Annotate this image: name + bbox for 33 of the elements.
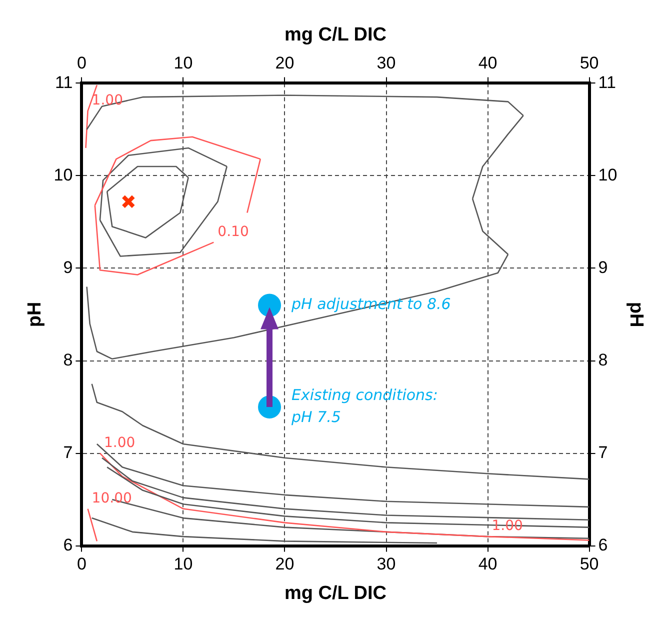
y2-tick-label: 11 [598, 72, 616, 92]
x-tick-label: 50 [580, 554, 599, 574]
x-tick-label: 10 [174, 554, 193, 574]
y2-tick-label: 7 [598, 442, 608, 462]
y-tick-label: 8 [63, 350, 73, 370]
x2-tick-label: 20 [275, 54, 294, 73]
annotation: 1.00 [104, 434, 136, 451]
annotation: 0.10 [218, 224, 249, 240]
x2-axis-title: mg C/L DIC [284, 24, 387, 46]
annotation: 1.00 [92, 92, 123, 109]
y-tick-label: 9 [63, 258, 73, 277]
x2-tick-label: 10 [174, 54, 193, 73]
annotation: Existing conditions: pH 7.5 [290, 386, 438, 426]
y2-tick-label: 8 [598, 350, 608, 370]
x-axis-title: mg C/L DIC [284, 582, 387, 604]
x2-tick-label: 40 [478, 54, 498, 73]
x-tick-label: 0 [76, 554, 86, 574]
y-tick-label: 11 [55, 72, 73, 92]
y2-tick-label: 9 [598, 258, 608, 277]
x2-tick-label: 50 [580, 54, 599, 73]
y-tick-label: 10 [54, 165, 73, 184]
y-tick-label: 6 [63, 535, 73, 554]
x-tick-label: 20 [275, 554, 294, 574]
x-tick-label: 40 [478, 554, 498, 574]
y2-tick-label: 10 [598, 165, 618, 184]
x-tick-label: 30 [376, 554, 396, 574]
x2-tick-label: 30 [376, 54, 396, 73]
y2-tick-label: 6 [598, 535, 608, 554]
annotation: 10.00 [92, 490, 132, 506]
y-axis-title: pH [24, 302, 46, 328]
y-tick-label: 7 [63, 442, 73, 462]
y2-axis-title: pH [625, 302, 646, 328]
x2-tick-label: 0 [76, 54, 86, 73]
